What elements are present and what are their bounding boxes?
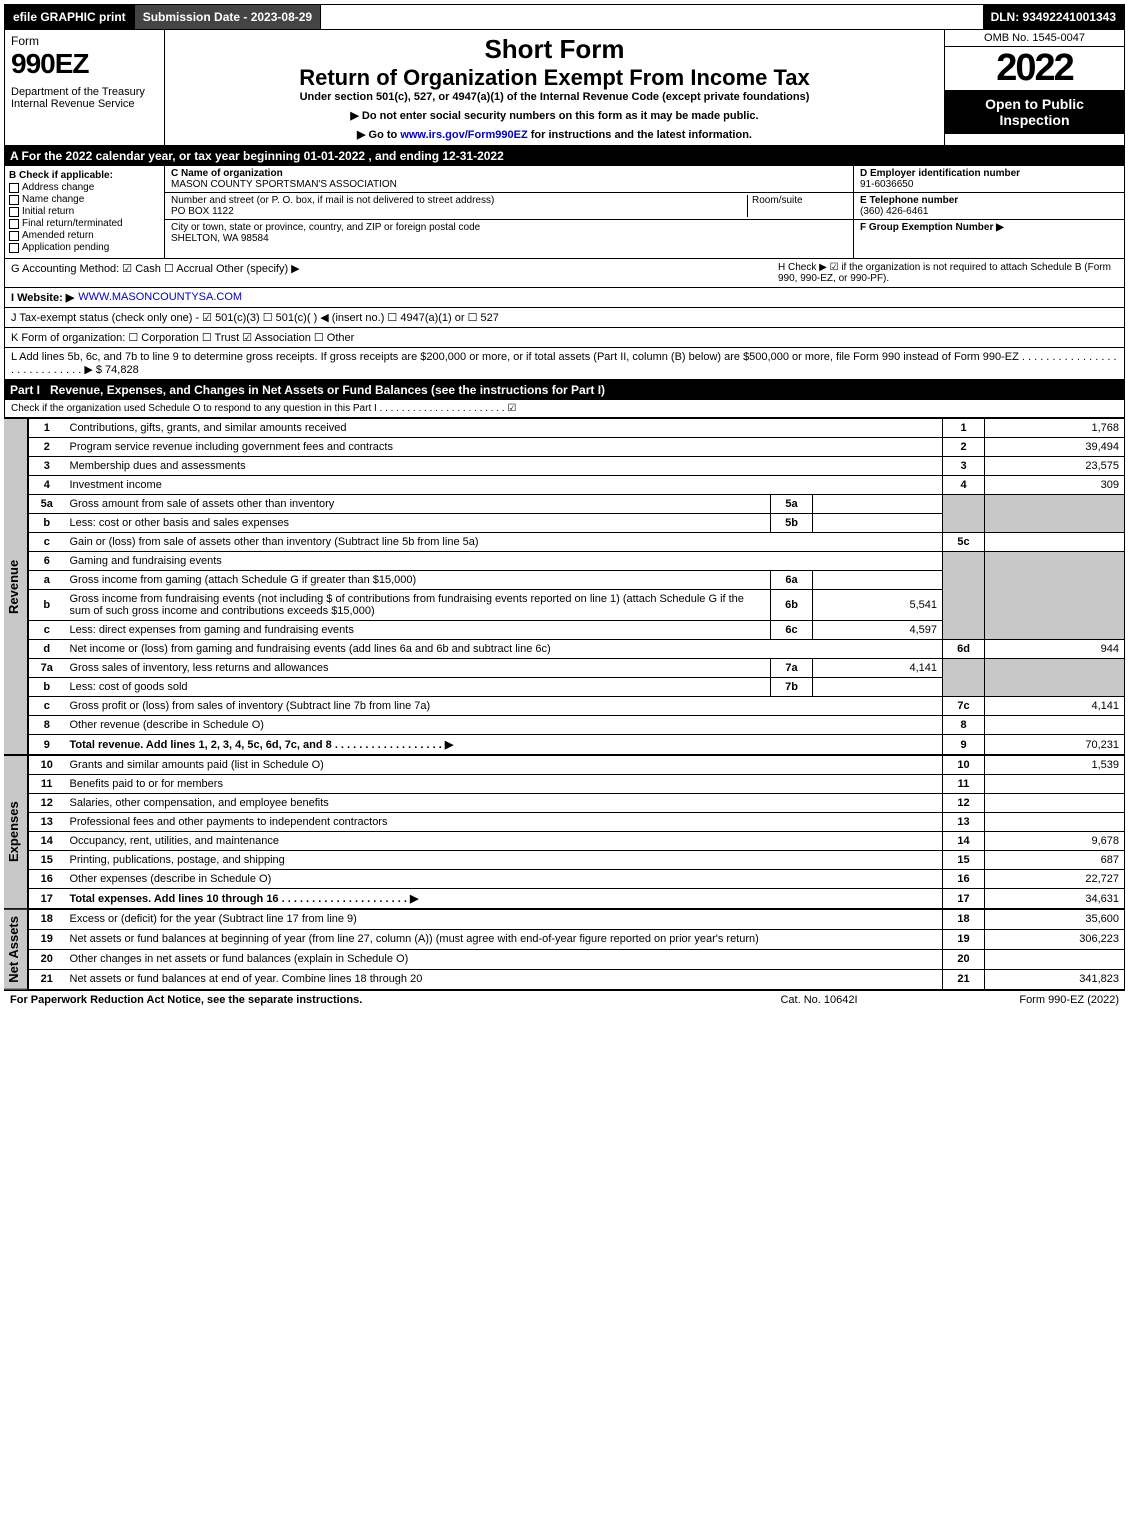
part1-check-note: Check if the organization used Schedule … [11, 403, 516, 414]
website-link[interactable]: WWW.MASONCOUNTYSA.COM [78, 291, 242, 304]
subtitle: Under section 501(c), 527, or 4947(a)(1)… [173, 91, 936, 103]
org-name: MASON COUNTY SPORTSMAN'S ASSOCIATION [171, 179, 397, 190]
accounting-method: G Accounting Method: ☑ Cash ☐ Accrual Ot… [11, 262, 778, 284]
box-b: B Check if applicable: Address change Na… [5, 166, 165, 258]
chk-final[interactable]: Final return/terminated [9, 218, 160, 229]
goto-post: for instructions and the latest informat… [528, 129, 752, 141]
dept-label: Department of the Treasury Internal Reve… [11, 86, 158, 110]
revenue-section: Revenue 1Contributions, gifts, grants, a… [4, 418, 1125, 755]
paperwork-notice: For Paperwork Reduction Act Notice, see … [10, 994, 719, 1006]
box-c: C Name of organization MASON COUNTY SPOR… [165, 166, 854, 258]
expenses-side-label: Expenses [4, 755, 28, 909]
netassets-table: 18Excess or (deficit) for the year (Subt… [28, 909, 1125, 990]
part1-title: Revenue, Expenses, and Changes in Net As… [50, 383, 1119, 397]
d-label: D Employer identification number [860, 168, 1020, 179]
revenue-table: 1Contributions, gifts, grants, and simil… [28, 418, 1125, 755]
main-title: Return of Organization Exempt From Incom… [173, 65, 936, 91]
part1-check: Check if the organization used Schedule … [4, 400, 1125, 418]
netassets-section: Net Assets 18Excess or (deficit) for the… [4, 909, 1125, 990]
topbar-spacer [321, 5, 982, 29]
part1-num: Part I [10, 383, 40, 397]
submission-date: Submission Date - 2023-08-29 [135, 5, 321, 29]
row-i: I Website: ▶ WWW.MASONCOUNTYSA.COM [4, 288, 1125, 308]
chk-initial[interactable]: Initial return [9, 206, 160, 217]
row-j: J Tax-exempt status (check only one) - ☑… [4, 308, 1125, 328]
omb-number: OMB No. 1545-0047 [945, 30, 1124, 47]
row-k: K Form of organization: ☐ Corporation ☐ … [4, 328, 1125, 348]
dln: DLN: 93492241001343 [983, 5, 1124, 29]
tax-exempt-status: J Tax-exempt status (check only one) - ☑… [11, 311, 499, 324]
header-left: Form 990EZ Department of the Treasury In… [5, 30, 165, 145]
tax-year: 2022 [945, 47, 1124, 90]
form-header: Form 990EZ Department of the Treasury In… [4, 30, 1125, 146]
phone: (360) 426-6461 [860, 206, 928, 217]
netassets-side-label: Net Assets [4, 909, 28, 990]
top-bar: efile GRAPHIC print Submission Date - 20… [4, 4, 1125, 30]
room-label: Room/suite [752, 195, 803, 206]
ein: 91-6036650 [860, 179, 913, 190]
org-street: PO BOX 1122 [171, 206, 234, 217]
form-of-org: K Form of organization: ☐ Corporation ☐ … [11, 331, 354, 344]
schedule-b-check: H Check ▶ ☑ if the organization is not r… [778, 262, 1118, 284]
f-label: F Group Exemption Number ▶ [860, 222, 1004, 233]
org-city: SHELTON, WA 98584 [171, 233, 269, 244]
c-name-label: C Name of organization [171, 168, 283, 179]
box-b-label: B Check if applicable: [9, 170, 160, 181]
header-center: Short Form Return of Organization Exempt… [165, 30, 944, 145]
chk-name[interactable]: Name change [9, 194, 160, 205]
expenses-section: Expenses 10Grants and similar amounts pa… [4, 755, 1125, 909]
website-label: I Website: ▶ [11, 291, 74, 304]
efile-label[interactable]: efile GRAPHIC print [5, 5, 135, 29]
irs-link[interactable]: www.irs.gov/Form990EZ [400, 129, 527, 141]
short-form-title: Short Form [173, 34, 936, 65]
page-footer: For Paperwork Reduction Act Notice, see … [4, 990, 1125, 1009]
row-gh: G Accounting Method: ☑ Cash ☐ Accrual Ot… [4, 259, 1125, 288]
c-city-label: City or town, state or province, country… [171, 222, 480, 233]
info-grid: B Check if applicable: Address change Na… [4, 166, 1125, 259]
e-label: E Telephone number [860, 195, 958, 206]
chk-address[interactable]: Address change [9, 182, 160, 193]
c-street-label: Number and street (or P. O. box, if mail… [171, 195, 494, 206]
box-def: D Employer identification number 91-6036… [854, 166, 1124, 258]
expenses-table: 10Grants and similar amounts paid (list … [28, 755, 1125, 909]
form-number: 990EZ [11, 48, 158, 80]
chk-amended[interactable]: Amended return [9, 230, 160, 241]
revenue-side-label: Revenue [4, 418, 28, 755]
section-a: A For the 2022 calendar year, or tax yea… [4, 146, 1125, 166]
cat-no: Cat. No. 10642I [719, 994, 919, 1006]
chk-pending[interactable]: Application pending [9, 242, 160, 253]
goto-note: ▶ Go to www.irs.gov/Form990EZ for instru… [173, 128, 936, 141]
gross-receipts: L Add lines 5b, 6c, and 7b to line 9 to … [11, 351, 1118, 376]
ssn-note: ▶ Do not enter social security numbers o… [173, 109, 936, 122]
goto-pre: ▶ Go to [357, 129, 400, 141]
row-l: L Add lines 5b, 6c, and 7b to line 9 to … [4, 348, 1125, 380]
part1-header: Part I Revenue, Expenses, and Changes in… [4, 380, 1125, 400]
inspection-label: Open to Public Inspection [945, 90, 1124, 134]
form-label: Form [11, 34, 158, 48]
header-right: OMB No. 1545-0047 2022 Open to Public In… [944, 30, 1124, 145]
form-ref: Form 990-EZ (2022) [919, 994, 1119, 1006]
